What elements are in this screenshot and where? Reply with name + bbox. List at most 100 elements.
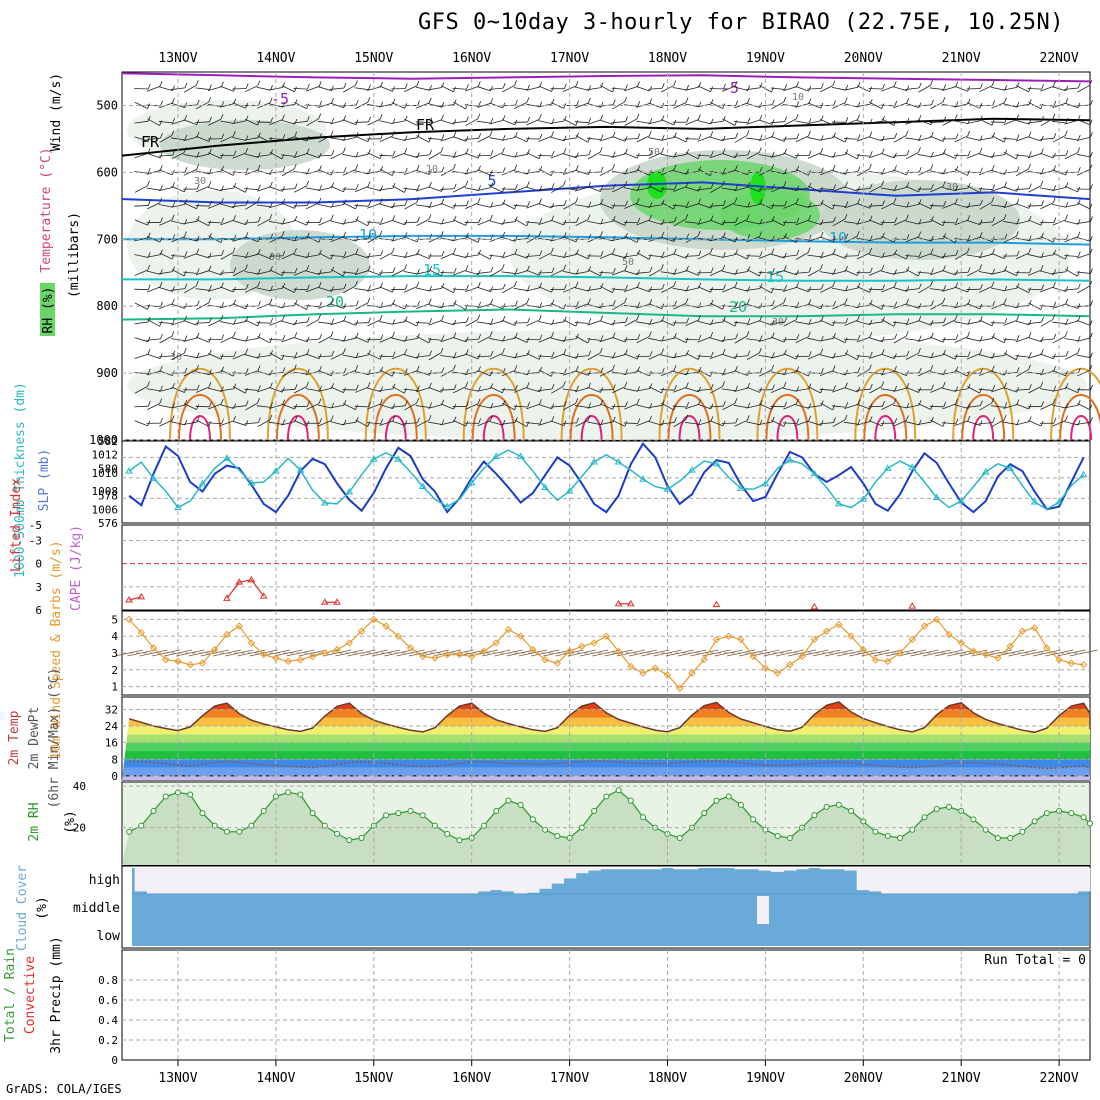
boundary-isotherm xyxy=(874,415,897,441)
wind-speed-marker xyxy=(504,625,513,634)
wind-speed-marker xyxy=(162,656,170,664)
2m-rh-marker xyxy=(872,828,879,835)
wind-barb xyxy=(1032,649,1061,657)
2m-rh-marker xyxy=(285,789,292,796)
2m-rh-marker xyxy=(297,791,304,798)
high-cloud-gap xyxy=(416,868,430,894)
wind-speed-marker xyxy=(578,642,586,650)
wind-speed-marker xyxy=(333,645,341,654)
2m-rh-marker xyxy=(529,816,536,823)
wind-barb xyxy=(567,649,596,657)
2m-rh-marker xyxy=(1080,814,1087,821)
slp-marker xyxy=(443,502,452,510)
bottom-tick-label: 22NOV xyxy=(1040,1071,1079,1086)
wind-barb xyxy=(335,649,364,657)
wind-barb xyxy=(800,649,829,657)
wind-barb xyxy=(653,649,682,657)
lifted-index-marker xyxy=(259,592,268,599)
wind-barb xyxy=(775,649,804,657)
high-cloud-gap xyxy=(318,868,332,894)
boundary-isotherm xyxy=(286,415,309,441)
boundary-isotherm xyxy=(952,367,1015,441)
lifted-index-marker xyxy=(320,598,329,605)
2m-rh-marker xyxy=(1068,810,1075,817)
high-cloud-gap xyxy=(159,868,173,894)
slp-marker xyxy=(957,497,966,504)
2m-rh-marker xyxy=(1031,818,1038,825)
wind-speed-marker xyxy=(516,632,525,640)
level-tick-label: 600 xyxy=(96,165,118,179)
wind-barb xyxy=(286,649,315,657)
wind-speed-marker xyxy=(639,669,647,677)
wind-speed-marker xyxy=(651,664,659,672)
2m-rh-marker xyxy=(150,808,157,815)
wind-barb xyxy=(506,649,535,657)
isotherm-line xyxy=(121,72,1091,83)
high-cloud-gap xyxy=(269,868,283,894)
lifted-index-marker xyxy=(223,594,231,601)
wind-speed-marker xyxy=(186,661,194,669)
wind-speed-marker xyxy=(480,647,488,656)
high-cloud-gap xyxy=(966,868,981,894)
wind-barb xyxy=(910,649,939,657)
level-tick-label: 800 xyxy=(96,299,118,313)
slp-marker xyxy=(883,464,892,471)
slp-marker xyxy=(908,463,917,470)
rh2m-axis-title: 2m RH xyxy=(27,802,42,841)
high-cloud-gap xyxy=(440,868,454,894)
2m-rh-marker xyxy=(897,835,904,842)
rh-tick-label: 40 xyxy=(73,780,86,793)
level-axis-title: (millibars) xyxy=(67,212,82,298)
boundary-isotherm xyxy=(658,367,721,441)
lifted-index-line xyxy=(226,579,265,599)
wind-speed-marker xyxy=(920,622,929,630)
grads-credit: GrADS: COLA/IGES xyxy=(6,1082,122,1096)
thickness-tick-label: 576 xyxy=(98,517,118,530)
rh-axis-title: RH (%) xyxy=(41,287,56,334)
slp-marker xyxy=(712,459,721,467)
cloud-layer-label: low xyxy=(97,929,121,944)
wind-speed-marker xyxy=(602,632,611,640)
thickness-tick-label: 580 xyxy=(98,462,118,475)
wind-tick-label: 5 xyxy=(111,613,118,626)
precip-panel: 0 0.2 0.4 0.6 0.8 Run Total = 0 Total / Rain Co… xyxy=(3,936,1091,1067)
wind-barb xyxy=(494,649,523,657)
boundary-isotherm xyxy=(482,415,505,441)
2m-rh-panel: 20 40 2m RH (%) xyxy=(27,780,1093,866)
wind-speed-marker xyxy=(847,632,855,640)
wind-speed-marker xyxy=(1006,642,1014,650)
wind-barb xyxy=(934,649,964,657)
wind-barb xyxy=(274,649,303,657)
wind-tick-label: 4 xyxy=(111,630,118,643)
wind-speed-marker xyxy=(382,622,390,630)
wind-speed-marker xyxy=(1067,659,1076,667)
slp-marker xyxy=(859,495,868,502)
wind-tick-label: 3 xyxy=(111,647,118,660)
slp-marker xyxy=(639,475,647,482)
wind-speed-marker xyxy=(933,615,941,624)
top-tick-label: 13NOV xyxy=(158,51,197,66)
2m-rh-marker xyxy=(505,797,512,804)
high-cloud-gap xyxy=(477,868,491,892)
wind-barb xyxy=(824,649,853,657)
bottom-tick-label: 19NOV xyxy=(746,1071,785,1086)
boundary-isotherm xyxy=(580,415,603,441)
isotherm-line xyxy=(122,275,1091,282)
slp-marker xyxy=(369,455,378,462)
wind-barb xyxy=(347,649,376,657)
isotherm-label: 10 xyxy=(359,226,377,244)
wind-speed-marker xyxy=(149,644,158,652)
boundary-isotherm xyxy=(189,415,211,441)
high-cloud-gap xyxy=(281,868,295,894)
wind-speed-marker xyxy=(174,657,182,666)
wind-speed-marker xyxy=(211,645,219,654)
wind-speed-marker xyxy=(357,627,366,635)
wind-speed-line xyxy=(128,618,1084,690)
2m-rh-marker xyxy=(627,797,634,804)
boundary-isotherm xyxy=(384,415,407,441)
high-cloud-gap xyxy=(648,868,662,870)
high-cloud-gap xyxy=(832,868,846,870)
top-tick-label: 16NOV xyxy=(452,51,491,66)
slp-marker xyxy=(296,466,305,473)
high-cloud-gap xyxy=(244,868,259,894)
